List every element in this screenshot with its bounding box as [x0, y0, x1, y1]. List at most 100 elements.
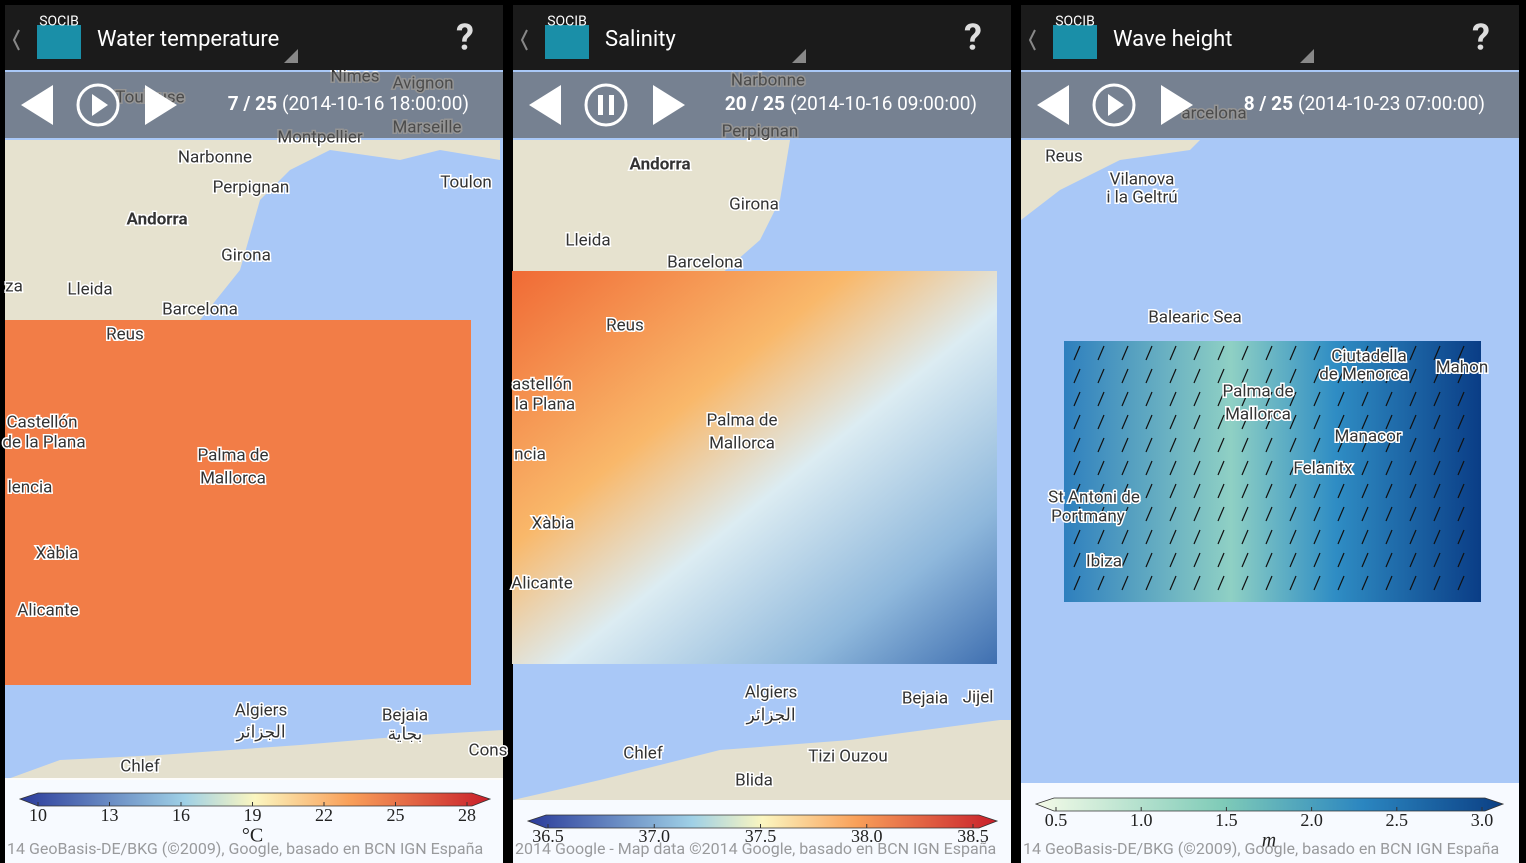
wave-arrow [1121, 460, 1129, 476]
frame-info: 20 / 25 (2014-10-16 09:00:00) [725, 92, 977, 115]
wave-arrow [1337, 483, 1345, 499]
wave-arrow [1433, 460, 1441, 476]
next-button[interactable] [653, 85, 685, 125]
wave-arrow [1121, 529, 1129, 545]
map-label: Balearic Sea [1148, 307, 1242, 327]
frame-number: 7 / 25 [228, 92, 277, 115]
wave-arrow [1265, 345, 1273, 361]
colorbar-tick-label: 2.5 [1386, 810, 1409, 830]
map-label: la Plana [515, 394, 575, 414]
wave-arrow [1457, 437, 1465, 453]
title-dropdown [284, 49, 298, 63]
map-label: Mallorca [1225, 404, 1291, 424]
map-label: za [5, 276, 23, 296]
colorbar-tick-label: 38.0 [851, 826, 883, 846]
wave-arrow [1289, 506, 1297, 522]
wave-arrow [1409, 368, 1417, 384]
wave-arrow [1169, 506, 1177, 522]
map-label: Perpignan [213, 177, 290, 197]
wave-arrow [1433, 506, 1441, 522]
wave-arrow [1433, 414, 1441, 430]
wave-arrow [1073, 437, 1081, 453]
play-button[interactable] [1092, 83, 1136, 127]
wave-arrow [1457, 506, 1465, 522]
wave-arrow [1457, 575, 1465, 591]
wave-arrow [1313, 552, 1321, 568]
colorbar-tick-label: 13 [101, 805, 119, 825]
prev-button[interactable] [21, 85, 53, 125]
pause-icon [609, 95, 614, 115]
wave-arrow [1241, 483, 1249, 499]
wave-arrow [1409, 460, 1417, 476]
colorbar-tick-label: 1.0 [1130, 810, 1153, 830]
wave-arrow [1121, 575, 1129, 591]
map-label: Barcelona [667, 252, 743, 272]
map-label: Chlef [623, 743, 663, 763]
colorbar-tick-label: 25 [387, 805, 405, 825]
colorbar-unit: m [1262, 830, 1276, 852]
wave-arrow [1457, 460, 1465, 476]
wave-arrow [1241, 345, 1249, 361]
map-label: Mahon [1436, 357, 1489, 377]
wave-arrow [1241, 552, 1249, 568]
phone-screen: NimesAvignonToulouseMontpellierMarseille… [1, 5, 509, 863]
play-icon [1108, 94, 1124, 116]
phone-screen: arcelonaReusVilanovai la GeltrúBalearic … [1021, 5, 1519, 863]
colorbar-tick-label: 10 [29, 805, 47, 825]
wave-arrow [1217, 368, 1225, 384]
wave-arrow [1097, 460, 1105, 476]
colorbar-tick-label: 37.0 [639, 826, 671, 846]
play-button[interactable] [76, 83, 120, 127]
colorbar [18, 792, 492, 807]
map-label: Blida [735, 770, 773, 790]
prev-button[interactable] [1037, 85, 1069, 125]
frame-number: 8 / 25 [1244, 92, 1293, 115]
wave-arrow [1097, 345, 1105, 361]
wave-arrow [1265, 437, 1273, 453]
wave-arrow [1193, 460, 1201, 476]
map-label: Vilanova [1110, 169, 1175, 189]
frame-time: (2014-10-16 09:00:00) [790, 92, 977, 115]
play-button[interactable] [584, 83, 628, 127]
wave-arrow [1193, 345, 1201, 361]
help-button[interactable]: ? [964, 17, 982, 59]
data-overlay [512, 271, 997, 664]
back-chevron [12, 29, 20, 51]
map-label: Mallorca [200, 468, 266, 488]
colorbar-tick-label: 38.5 [957, 826, 989, 846]
map-label: de la Plana [2, 432, 85, 452]
wave-arrow [1193, 368, 1201, 384]
wave-arrow [1289, 437, 1297, 453]
next-button[interactable] [145, 85, 177, 125]
wave-arrow [1385, 483, 1393, 499]
wave-arrow [1169, 368, 1177, 384]
wave-arrow [1337, 552, 1345, 568]
map-label: Andorra [629, 154, 690, 174]
wave-arrow [1313, 391, 1321, 407]
map-label: Felanitx [1293, 458, 1353, 478]
wave-arrow [1361, 368, 1369, 384]
pause-icon [598, 95, 603, 115]
frame-info: 8 / 25 (2014-10-23 07:00:00) [1244, 92, 1485, 115]
help-button[interactable]: ? [456, 17, 474, 59]
map-label: de Menorca [1319, 364, 1409, 384]
app-header [1021, 5, 1519, 70]
wave-arrow [1289, 345, 1297, 361]
socib-logo-text: SOCIB [1055, 14, 1095, 30]
wave-arrow [1121, 368, 1129, 384]
colorbar-tick-label: 36.5 [532, 826, 564, 846]
map-land [5, 730, 503, 780]
help-button[interactable]: ? [1472, 17, 1490, 59]
wave-arrow [1193, 437, 1201, 453]
colorbar-tick-label: 1.5 [1215, 810, 1238, 830]
wave-arrow [1265, 575, 1273, 591]
prev-button[interactable] [529, 85, 561, 125]
wave-arrow [1145, 391, 1153, 407]
colorbar-tick-label: 3.0 [1471, 810, 1494, 830]
next-button[interactable] [1161, 85, 1193, 125]
wave-arrow [1241, 414, 1249, 430]
wave-arrow [1217, 506, 1225, 522]
wave-arrow [1241, 575, 1249, 591]
